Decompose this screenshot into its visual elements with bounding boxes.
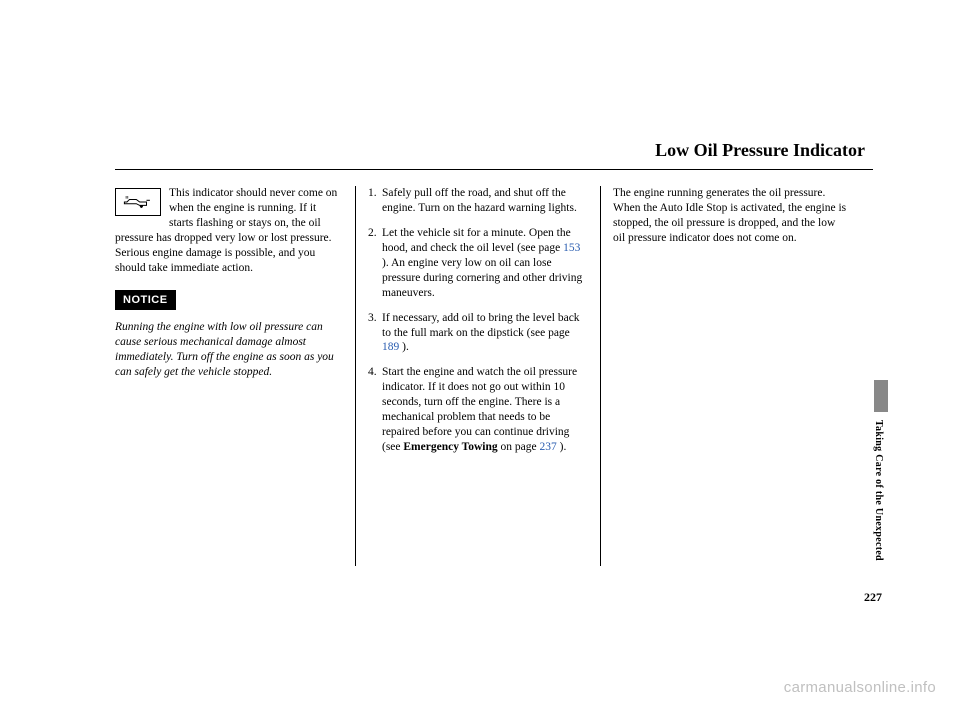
col3-text: The engine running generates the oil pre… bbox=[613, 186, 847, 246]
step-4: 4. Start the engine and watch the oil pr… bbox=[368, 365, 588, 455]
page-number: 227 bbox=[864, 590, 882, 605]
emergency-towing-ref: Emergency Towing bbox=[403, 441, 497, 453]
section-tab bbox=[874, 380, 888, 412]
step-3: 3. If necessary, add oil to bring the le… bbox=[368, 311, 588, 356]
step-body: Safely pull off the road, and shut off t… bbox=[382, 186, 588, 216]
step-number: 4. bbox=[368, 365, 382, 455]
page-title: Low Oil Pressure Indicator bbox=[115, 140, 865, 169]
notice-label: NOTICE bbox=[115, 290, 176, 310]
step-2: 2. Let the vehicle sit for a minute. Ope… bbox=[368, 226, 588, 301]
page-link-189[interactable]: 189 bbox=[382, 341, 399, 353]
body-columns: This indicator should never come on when… bbox=[115, 186, 875, 566]
step-body: If necessary, add oil to bring the level… bbox=[382, 311, 588, 356]
oil-pressure-icon bbox=[115, 188, 161, 216]
step-body: Let the vehicle sit for a minute. Open t… bbox=[382, 226, 588, 301]
watermark: carmanualsonline.info bbox=[784, 679, 936, 696]
step-number: 1. bbox=[368, 186, 382, 216]
step-1: 1. Safely pull off the road, and shut of… bbox=[368, 186, 588, 216]
column-2: 1. Safely pull off the road, and shut of… bbox=[355, 186, 601, 566]
manual-page: Low Oil Pressure Indicator This indicato… bbox=[115, 140, 875, 566]
page-link-153[interactable]: 153 bbox=[563, 242, 580, 254]
column-3: The engine running generates the oil pre… bbox=[601, 186, 847, 566]
title-rule bbox=[115, 169, 873, 170]
step-number: 3. bbox=[368, 311, 382, 356]
section-label: Taking Care of the Unexpected bbox=[873, 420, 884, 561]
column-1: This indicator should never come on when… bbox=[115, 186, 355, 566]
step-body: Start the engine and watch the oil press… bbox=[382, 365, 588, 455]
page-link-237[interactable]: 237 bbox=[539, 441, 556, 453]
step-number: 2. bbox=[368, 226, 382, 301]
notice-text: Running the engine with low oil pressure… bbox=[115, 320, 343, 380]
